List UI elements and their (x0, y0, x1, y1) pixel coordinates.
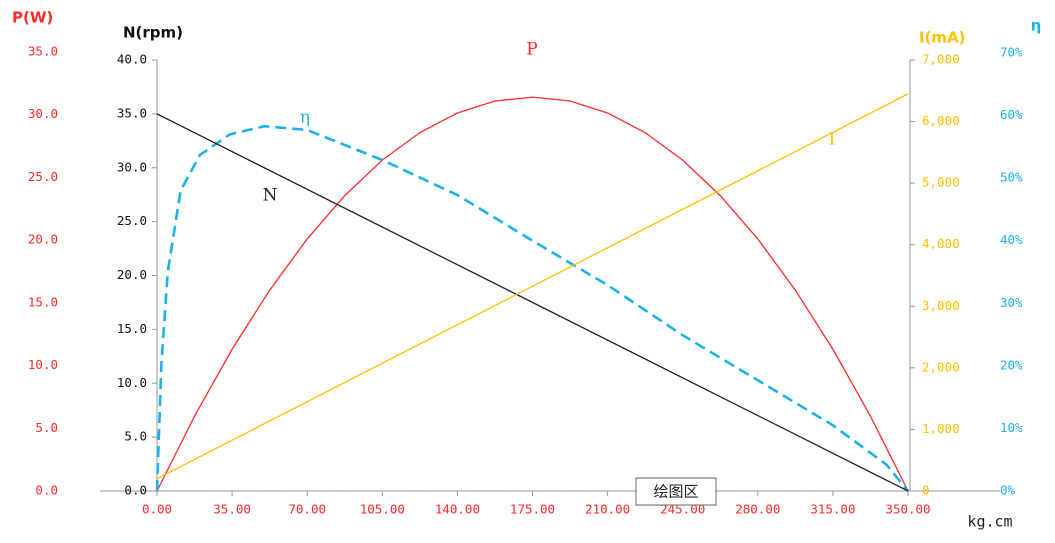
x-tick-label: 70.00 (288, 502, 326, 517)
y-tick-label: 35.0 (117, 105, 147, 120)
y-tick-label: 15.0 (28, 294, 58, 309)
x-tick-label: 280.00 (735, 502, 780, 517)
x-tick-label: 140.00 (435, 502, 480, 517)
x-tick-label: 0.00 (142, 502, 172, 517)
y-tick-label: 5,000 (922, 175, 960, 190)
y-tick-label: 10.0 (117, 375, 147, 390)
y-tick-label: 70% (1000, 45, 1023, 60)
y-tick-label: 10.0 (28, 357, 58, 372)
x-tick-label: 210.00 (585, 502, 630, 517)
y-tick-label: 2,000 (922, 359, 960, 374)
series-label: N (263, 186, 278, 206)
y-tick-label: 0 (922, 483, 930, 498)
y-tick-label: 0.0 (35, 483, 58, 498)
y-tick-label: 15.0 (117, 321, 147, 336)
y-tick-label: 4,000 (922, 236, 960, 251)
y-tick-label: 0.0 (124, 483, 147, 498)
y-tick-label: 30% (1000, 295, 1023, 310)
y-tick-label: 6,000 (922, 113, 960, 128)
series-label: η (300, 108, 310, 128)
y-tick-label: 20.0 (117, 267, 147, 282)
y-tick-label: 5.0 (124, 429, 147, 444)
y-tick-label: 30.0 (28, 106, 58, 121)
x-tick-label: 175.00 (510, 502, 555, 517)
y-tick-label: 35.0 (28, 44, 58, 59)
y-axis-title: η (1031, 17, 1042, 35)
y-axis-title: P(W) (12, 9, 53, 27)
series-line (156, 93, 909, 480)
x-tick-label: 35.00 (213, 502, 251, 517)
y-tick-label: 25.0 (117, 213, 147, 228)
x-tick-label: 350.00 (885, 502, 930, 517)
y-tick-label: 0% (1000, 483, 1016, 498)
tooltip-box (635, 477, 717, 506)
y-tick-label: 20% (1000, 357, 1023, 372)
series-label: P (526, 40, 537, 60)
y-tick-label: 20.0 (28, 232, 58, 247)
y-tick-label: 25.0 (28, 169, 58, 184)
y-tick-label: 3,000 (922, 298, 960, 313)
y-tick-label: 10% (1000, 420, 1023, 435)
x-axis-title: kg.cm (967, 513, 1012, 531)
y-tick-label: 5.0 (35, 420, 58, 435)
y-axis-title: I(mA) (919, 29, 966, 47)
y-tick-label: 60% (1000, 107, 1023, 122)
series-line (156, 96, 909, 492)
tooltip: 绘图区 (653, 483, 698, 501)
x-tick-label: 105.00 (360, 502, 405, 517)
y-tick-label: 1,000 (922, 421, 960, 436)
y-tick-label: 40.0 (117, 52, 147, 67)
series-label: I (829, 130, 836, 150)
x-tick-label: 315.00 (810, 502, 855, 517)
y-tick-label: 7,000 (922, 52, 960, 67)
y-axis-title: N(rpm) (123, 24, 183, 42)
series-line (156, 113, 909, 492)
y-tick-label: 50% (1000, 170, 1023, 185)
series-line (155, 124, 910, 492)
y-tick-label: 30.0 (117, 159, 147, 174)
y-tick-label: 40% (1000, 232, 1023, 247)
